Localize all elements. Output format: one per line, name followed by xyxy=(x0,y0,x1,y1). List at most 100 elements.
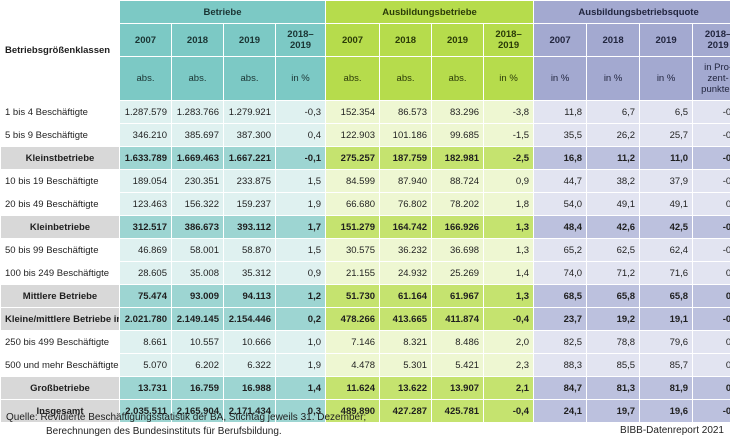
table-cell: 156.322 xyxy=(172,193,223,215)
table-cell: -0,5 xyxy=(693,124,730,146)
table-cell: -0,1 xyxy=(276,147,326,169)
table-cell: 84.599 xyxy=(326,170,380,192)
table-cell: 51.730 xyxy=(326,285,380,307)
table-cell: 61.967 xyxy=(432,285,484,307)
row-label: Insgesamt xyxy=(1,400,119,422)
table-cell: 83.296 xyxy=(432,101,484,123)
table-cell: 275.257 xyxy=(326,147,380,169)
year-header: 2007 xyxy=(120,24,171,56)
table-cell: 58.870 xyxy=(224,239,275,261)
source-line-2: Berechnungen des Bundesinstituts für Ber… xyxy=(46,426,282,437)
table-cell: 411.874 xyxy=(432,308,484,330)
table-cell: -0,3 xyxy=(276,101,326,123)
table-cell: 1.633.789 xyxy=(120,147,171,169)
unit-header: in % xyxy=(534,57,587,100)
year-header: 2007 xyxy=(534,24,587,56)
table-cell: 61.164 xyxy=(380,285,432,307)
table-cell: -0,3 xyxy=(693,147,730,169)
table-row: 50 bis 99 Beschäftigte 46.869 58.001 58.870… xyxy=(1,239,730,261)
table-cell: 88,3 xyxy=(534,354,587,376)
table-cell: 94.113 xyxy=(224,285,275,307)
table-cell: 0,9 xyxy=(276,262,326,284)
table-cell: 25.269 xyxy=(432,262,484,284)
table-cell: 46.869 xyxy=(120,239,171,261)
table-row: 5 bis 9 Beschäftigte 346.210 385.697 387.30… xyxy=(1,124,730,146)
table-cell: 1,8 xyxy=(484,193,534,215)
table-cell: 42,6 xyxy=(587,216,640,238)
table-cell: 28.605 xyxy=(120,262,171,284)
table-row: Mittlere Betriebe 75.474 93.009 94.113 1,2 51… xyxy=(1,285,730,307)
row-label: 10 bis 19 Beschäftigte xyxy=(1,170,119,192)
table-cell: 88.724 xyxy=(432,170,484,192)
table-cell: 82,5 xyxy=(534,331,587,353)
table-cell: 74,0 xyxy=(534,262,587,284)
table-cell: 4.478 xyxy=(326,354,380,376)
source-line-1: Quelle: Revidierte Beschäftigungsstatist… xyxy=(6,412,367,423)
table-cell: 0,4 xyxy=(276,124,326,146)
table-cell: 489.890 xyxy=(326,400,380,422)
year-header: 2018 xyxy=(172,24,223,56)
table-cell: -0,1 xyxy=(693,216,730,238)
table-cell: 1,9 xyxy=(276,193,326,215)
table-cell: 427.287 xyxy=(380,400,432,422)
table-cell: 19,7 xyxy=(587,400,640,422)
row-label: 50 bis 99 Beschäftigte xyxy=(1,239,119,261)
table-cell: -3,8 xyxy=(484,101,534,123)
table-cell: -0,4 xyxy=(484,400,534,422)
table-cell: 81,3 xyxy=(587,377,640,399)
table-cell: 346.210 xyxy=(120,124,171,146)
table-cell: 1.283.766 xyxy=(172,101,223,123)
table-cell: 5.301 xyxy=(380,354,432,376)
table-cell: 81,9 xyxy=(640,377,693,399)
table-cell: 0,3 xyxy=(693,354,730,376)
table-body: 1 bis 4 Beschäftigte 1.287.579 1.283.766 1.… xyxy=(1,101,730,422)
table-row: Kleine/mittlere Betriebe insg.2.021.7802… xyxy=(1,308,730,330)
table-cell: 1,4 xyxy=(276,377,326,399)
year-header: 2019 xyxy=(432,24,484,56)
table-cell: -0,1 xyxy=(693,308,730,330)
row-label: Kleinstbetriebe xyxy=(1,147,119,169)
table-cell: 6,7 xyxy=(587,101,640,123)
row-label: Großbetriebe xyxy=(1,377,119,399)
table-cell: 386.673 xyxy=(172,216,223,238)
table-cell: 78.202 xyxy=(432,193,484,215)
unit-header: in % xyxy=(484,57,534,100)
table-cell: 49,1 xyxy=(587,193,640,215)
table-cell: 0,3 xyxy=(276,400,326,422)
table-cell: 58.001 xyxy=(172,239,223,261)
table-cell: 0,0 xyxy=(693,193,730,215)
table-cell: 44,7 xyxy=(534,170,587,192)
year-header: 2019 xyxy=(224,24,275,56)
table-cell: 1,9 xyxy=(276,354,326,376)
table-cell: 387.300 xyxy=(224,124,275,146)
table-row: 250 bis 499 Beschäftigte 8.661 10.557 10.66… xyxy=(1,331,730,353)
table-cell: 385.697 xyxy=(172,124,223,146)
table-row: Kleinbetriebe 312.517 386.673 393.112 1,7 151… xyxy=(1,216,730,238)
table-cell: 16.988 xyxy=(224,377,275,399)
unit-header: abs. xyxy=(224,57,275,100)
table-cell: 49,1 xyxy=(640,193,693,215)
table-cell: 37,9 xyxy=(640,170,693,192)
table-row: Großbetriebe 13.731 16.759 16.988 1,4 11.624 1… xyxy=(1,377,730,399)
table-cell: 35.312 xyxy=(224,262,275,284)
table-cell: 85,5 xyxy=(587,354,640,376)
table-cell: 233.875 xyxy=(224,170,275,192)
table-cell: 152.354 xyxy=(326,101,380,123)
table-row: 1 bis 4 Beschäftigte 1.287.579 1.283.766 1.… xyxy=(1,101,730,123)
table-cell: 7.146 xyxy=(326,331,380,353)
table-cell: 1,2 xyxy=(276,285,326,307)
table-cell: 5.070 xyxy=(120,354,171,376)
table-cell: 1,4 xyxy=(484,262,534,284)
table-cell: 35,5 xyxy=(534,124,587,146)
table-cell: 2,3 xyxy=(484,354,534,376)
row-label: 250 bis 499 Beschäftigte xyxy=(1,331,119,353)
table-cell: 75.474 xyxy=(120,285,171,307)
table-cell: 1,7 xyxy=(276,216,326,238)
table-cell: 19,1 xyxy=(640,308,693,330)
table-cell: 84,7 xyxy=(534,377,587,399)
table-cell: 85,7 xyxy=(640,354,693,376)
unit-header: abs. xyxy=(120,57,171,100)
table-cell: 19,6 xyxy=(640,400,693,422)
table-cell: 87.940 xyxy=(380,170,432,192)
